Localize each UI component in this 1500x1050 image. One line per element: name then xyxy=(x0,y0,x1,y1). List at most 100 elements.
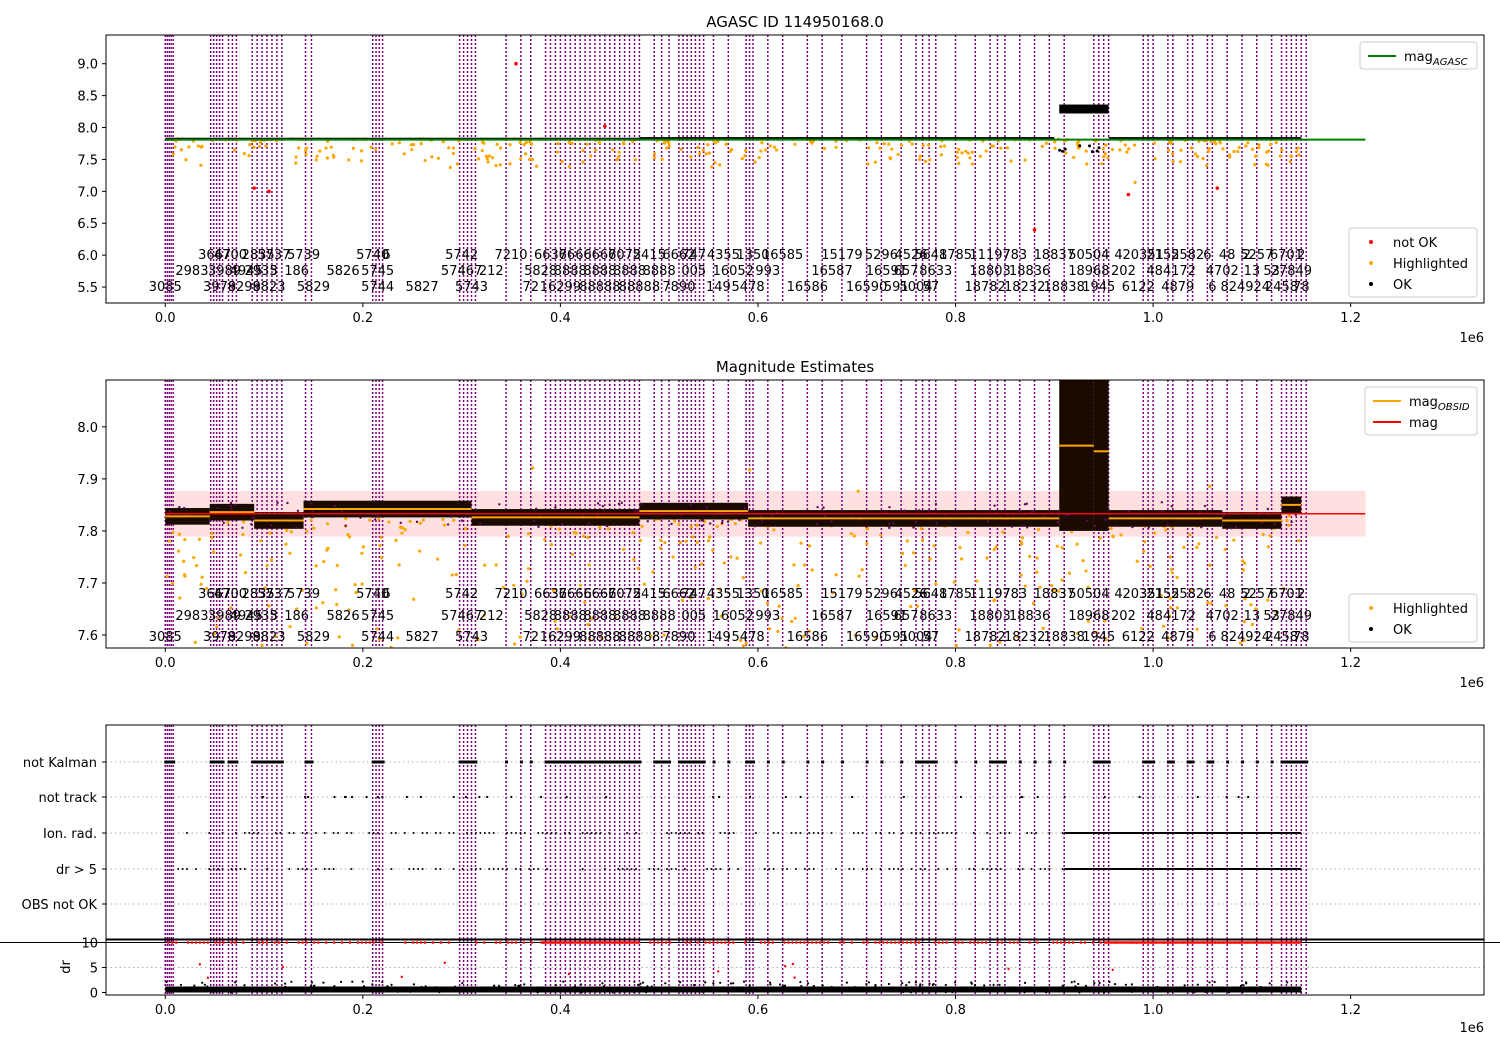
highlighted-point xyxy=(1168,555,1173,559)
highlighted-point xyxy=(1110,147,1115,152)
flag-ion-rad xyxy=(221,832,224,834)
dr-ok-point xyxy=(1212,987,1215,990)
dr-clipped-point xyxy=(514,941,518,944)
flag-ion-rad xyxy=(1061,832,1064,834)
flag-not-kalman xyxy=(1063,760,1067,764)
highlighted-point xyxy=(264,144,268,148)
highlighted-point xyxy=(960,151,964,155)
highlighted-point xyxy=(322,559,326,564)
highlighted-point xyxy=(418,549,422,553)
dr-clipped-point xyxy=(803,941,806,944)
ok-point xyxy=(450,515,453,519)
dr-ok-point xyxy=(948,989,951,993)
ok-point xyxy=(1010,525,1014,528)
flag-ion-rad xyxy=(688,832,691,834)
highlighted-point xyxy=(1171,152,1175,156)
highlighted-point xyxy=(451,146,456,150)
flag-not-track xyxy=(539,795,543,799)
highlighted-point xyxy=(1127,147,1131,151)
obsid-label: 8823 xyxy=(252,630,285,645)
dr-ok-point xyxy=(684,990,687,993)
flag-ion-rad xyxy=(919,832,922,834)
dr-ok-point xyxy=(1237,989,1240,993)
highlighted-point xyxy=(522,142,526,147)
legend-label: Highlighted xyxy=(1393,602,1468,617)
ok-point xyxy=(1063,147,1067,151)
flag-ion-rad xyxy=(754,832,757,834)
flag-dr-gt-5 xyxy=(861,868,864,870)
flag-dr-gt-5 xyxy=(603,868,606,870)
dr-ok-point xyxy=(632,990,635,994)
flag-ion-rad xyxy=(186,832,189,834)
highlighted-point xyxy=(1109,526,1113,531)
highlighted-point xyxy=(597,141,602,145)
dr-ok-point xyxy=(333,985,336,988)
highlighted-point xyxy=(212,632,216,636)
dr-ok-point xyxy=(420,985,423,989)
highlighted-point xyxy=(200,144,204,148)
flag-not-kalman xyxy=(458,760,478,764)
obsid-label: 5296 xyxy=(865,587,898,602)
highlighted-point xyxy=(1253,154,1258,158)
highlighted-point xyxy=(1261,532,1265,537)
highlighted-point xyxy=(194,564,199,568)
obsid-label: 7890 xyxy=(662,630,695,645)
dr-ok-point xyxy=(901,982,904,985)
obsid-label: 50504 xyxy=(1068,587,1109,602)
highlighted-point xyxy=(337,635,341,639)
x-tick-label: 1.2 xyxy=(1340,1003,1361,1018)
highlighted-point xyxy=(1009,159,1013,163)
highlighted-point xyxy=(177,532,181,536)
highlighted-point xyxy=(1142,549,1146,553)
flag-ion-rad xyxy=(1008,832,1011,834)
flag-dr-gt-5 xyxy=(714,868,717,870)
highlighted-point xyxy=(763,148,768,152)
highlighted-point xyxy=(857,574,861,578)
highlighted-point xyxy=(361,545,365,549)
obsid-label: 7890 xyxy=(662,280,695,295)
ok-point xyxy=(1290,520,1293,524)
dr-ok-point xyxy=(220,990,223,993)
obsid-label: 18232 xyxy=(1004,280,1045,295)
highlighted-point xyxy=(1019,573,1023,577)
flag-ion-rad xyxy=(790,832,793,834)
highlighted-point xyxy=(1023,584,1027,588)
ok-point xyxy=(1234,525,1238,529)
dr-clipped-point xyxy=(1000,941,1004,944)
flag-ion-rad xyxy=(817,832,820,834)
highlighted-point xyxy=(689,155,693,159)
dr-clipped-point xyxy=(810,941,814,944)
highlighted-point xyxy=(708,535,712,539)
flag-not-kalman xyxy=(544,760,642,764)
dr-ok-point xyxy=(1226,988,1229,991)
obsid-label: 16052 xyxy=(713,264,754,279)
dr-ok-point xyxy=(1136,989,1140,992)
panel-2-axes: 0.0 0.2 0.4 0.6 0.8 1.0 1.27.67.77.87.98.0 xyxy=(77,421,1361,671)
flag-dr-gt-5 xyxy=(501,868,504,870)
highlighted-point xyxy=(1040,144,1044,148)
highlighted-point xyxy=(1081,559,1085,563)
obsid-label: 2415 xyxy=(633,587,666,602)
dr-ok-point xyxy=(371,983,374,986)
highlighted-point xyxy=(259,539,263,543)
highlighted-point xyxy=(695,540,699,545)
highlighted-point xyxy=(448,165,452,170)
obsid-label: 16591 xyxy=(866,609,907,624)
highlighted-point xyxy=(325,522,330,526)
highlighted-point xyxy=(1294,149,1299,153)
dr-ok-point xyxy=(650,989,654,992)
flag-not-track xyxy=(565,795,568,799)
highlighted-point xyxy=(1243,561,1247,565)
dr-ok-point xyxy=(517,984,520,987)
flag-ion-rad xyxy=(875,832,878,834)
flag-not-kalman xyxy=(954,760,958,764)
ok-point xyxy=(986,520,990,523)
flag-ion-rad xyxy=(554,832,557,834)
highlighted-point xyxy=(360,149,364,153)
highlighted-point xyxy=(1101,147,1105,151)
legend-box xyxy=(1348,593,1478,643)
dr-clipped-point xyxy=(795,941,798,944)
flag-not-track xyxy=(1196,795,1199,799)
highlighted-point xyxy=(518,635,522,639)
highlighted-point xyxy=(518,140,522,145)
